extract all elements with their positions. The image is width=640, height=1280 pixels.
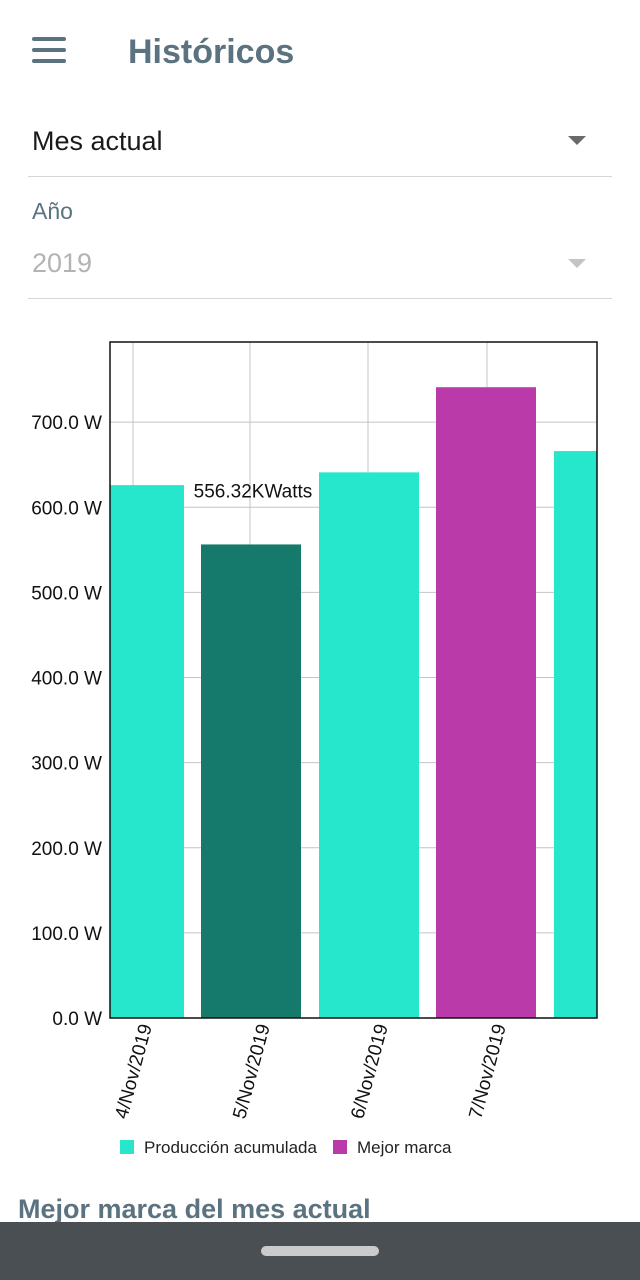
system-navigation-bar: [0, 1222, 640, 1280]
bar-best-mark[interactable]: [436, 387, 536, 1018]
y-tick-label: 100.0 W: [31, 924, 102, 945]
plot-frame: [109, 341, 598, 1019]
hamburger-menu-icon[interactable]: [20, 26, 80, 76]
period-select-value: Mes actual: [32, 126, 163, 156]
year-label: Año: [32, 198, 73, 224]
period-select[interactable]: Mes actual: [28, 112, 612, 177]
y-tick-label: 300.0 W: [31, 754, 102, 775]
y-tick-label: 500.0 W: [31, 583, 102, 604]
gesture-handle[interactable]: [261, 1246, 379, 1256]
x-tick-label: 7/Nov/2019: [465, 1022, 510, 1121]
bar-selected[interactable]: [201, 544, 301, 1018]
y-tick-label: 0.0 W: [52, 1009, 102, 1030]
production-bar-chart[interactable]: 0.0 W 100.0 W 200.0 W 300.0 W 400.0 W 500.0 W…: [0, 320, 640, 1180]
legend-label: Mejor marca: [357, 1138, 452, 1157]
year-select-value: 2019: [32, 248, 93, 278]
x-tick-label: 4/Nov/2019: [111, 1022, 156, 1121]
y-tick-label: 400.0 W: [31, 669, 102, 690]
bar[interactable]: [319, 472, 419, 1018]
dropdown-arrow-icon: [568, 136, 586, 145]
section-title: Mejor marca del mes actual: [18, 1194, 371, 1224]
y-tick-label: 700.0 W: [31, 413, 102, 434]
app-bar: Históricos: [0, 0, 640, 104]
selected-value-label: 556.32KWatts: [194, 481, 313, 502]
legend-swatch: [120, 1140, 134, 1154]
year-select[interactable]: 2019: [28, 232, 612, 299]
dropdown-arrow-icon: [568, 259, 586, 268]
bar[interactable]: [110, 485, 184, 1018]
bar[interactable]: [554, 451, 597, 1018]
x-tick-label: 5/Nov/2019: [229, 1022, 274, 1121]
page-title: Históricos: [128, 33, 295, 71]
y-tick-label: 600.0 W: [31, 498, 102, 519]
legend-swatch: [333, 1140, 347, 1154]
x-tick-label: 6/Nov/2019: [347, 1022, 392, 1121]
legend-label: Producción acumulada: [144, 1138, 317, 1157]
y-tick-label: 200.0 W: [31, 839, 102, 860]
